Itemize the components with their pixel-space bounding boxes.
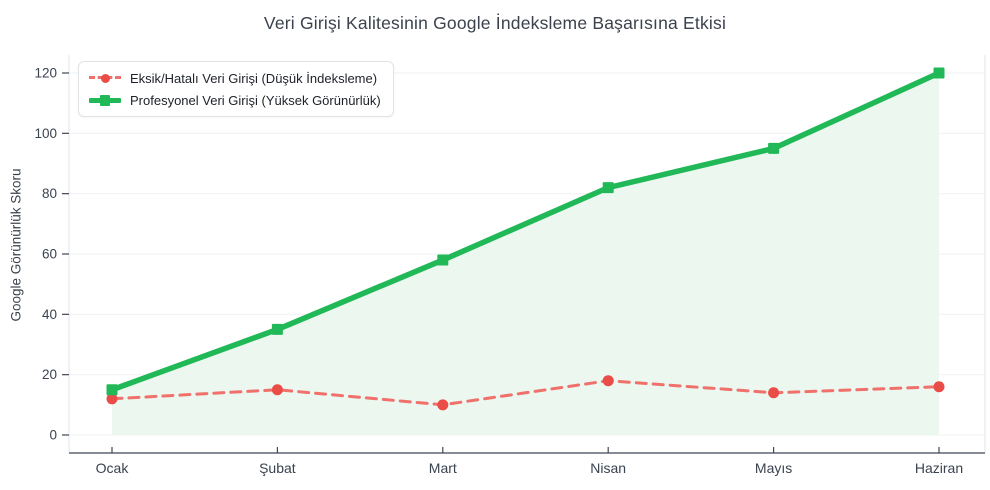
x-tick-label: Mart [429,460,457,476]
legend-label-low-indexing: Eksik/Hatalı Veri Girişi (Düşük İndeksle… [130,70,378,86]
area-fill [112,73,939,435]
data-point-marker [271,384,283,396]
data-point-marker [933,67,945,79]
x-tick-label: Mayıs [755,460,792,476]
data-point-marker [602,182,614,194]
y-tick-label: 0 [49,428,57,443]
y-tick-label: 80 [42,186,57,201]
y-tick-label: 120 [34,66,57,81]
chart-title: Veri Girişi Kalitesinin Google İndekslem… [263,13,727,33]
x-tick-label: Nisan [590,460,626,476]
data-point-marker [106,384,118,396]
legend: Eksik/Hatalı Veri Girişi (Düşük İndeksle… [78,61,394,117]
data-point-marker [768,387,780,399]
data-point-marker [933,381,945,393]
series-line-1 [109,70,942,393]
y-tick-label: 100 [34,126,57,141]
data-point-marker [768,142,780,154]
x-tick-label: Haziran [915,460,963,476]
series-line-0 [110,379,941,407]
y-tick-label: 60 [42,247,57,262]
data-point-marker [602,375,614,387]
legend-marker-solid-green-icon [89,93,121,107]
data-point-marker [437,399,449,411]
data-point-marker [437,254,449,266]
y-tick-label: 40 [42,307,57,322]
legend-label-high-visibility: Profesyonel Veri Girişi (Yüksek Görünürl… [130,92,381,108]
data-point-marker [271,323,283,335]
x-tick-label: Şubat [259,460,296,476]
legend-marker-dashed-red-icon [89,71,121,85]
legend-item-high-visibility[interactable]: Profesyonel Veri Girişi (Yüksek Görünürl… [89,91,381,109]
y-tick-label: 20 [42,367,57,382]
legend-item-low-indexing[interactable]: Eksik/Hatalı Veri Girişi (Düşük İndeksle… [89,69,381,87]
x-tick-label: Ocak [96,460,130,476]
data-point-marker [106,393,118,405]
